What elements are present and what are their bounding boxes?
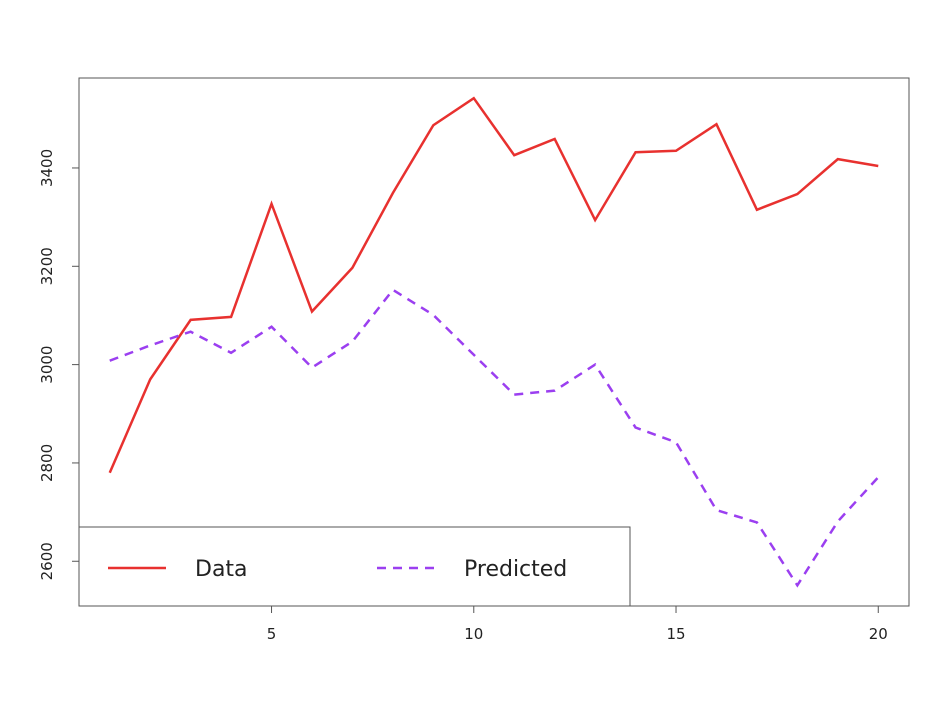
- y-tick-label: 2600: [38, 542, 56, 580]
- x-tick-label: 5: [267, 625, 277, 643]
- legend-label: Data: [195, 557, 248, 582]
- legend-label: Predicted: [464, 557, 567, 582]
- y-tick-label: 3200: [38, 247, 56, 285]
- x-tick-label: 15: [666, 625, 685, 643]
- line-series: [109, 288, 880, 588]
- y-tick-label: 2800: [38, 444, 56, 482]
- y-tick-label: 3400: [38, 149, 56, 187]
- legend-box: [78, 526, 631, 607]
- x-tick-label: 20: [869, 625, 888, 643]
- y-tick-label: 3000: [38, 346, 56, 384]
- line-series: [108, 96, 879, 474]
- x-tick-label: 10: [464, 625, 483, 643]
